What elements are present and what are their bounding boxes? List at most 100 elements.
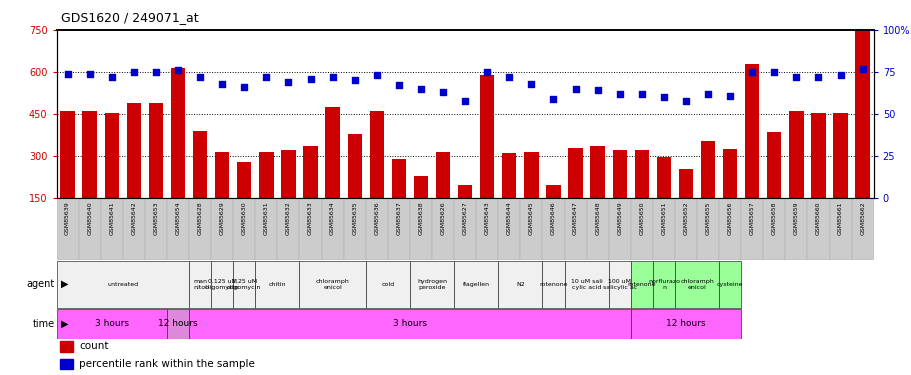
Text: GSM85637: GSM85637 <box>396 201 401 235</box>
Text: GSM85652: GSM85652 <box>682 201 688 235</box>
Bar <box>656 158 670 198</box>
Text: 3 hours: 3 hours <box>95 320 128 328</box>
Bar <box>457 185 472 198</box>
Bar <box>233 198 255 260</box>
Point <box>524 81 538 87</box>
Point <box>82 70 97 76</box>
Bar <box>322 198 343 260</box>
Bar <box>60 359 73 369</box>
Bar <box>211 198 233 260</box>
Bar <box>56 309 167 339</box>
Text: 12 hours: 12 hours <box>665 320 705 328</box>
Text: GSM85646: GSM85646 <box>550 201 556 235</box>
Bar <box>542 261 564 308</box>
Bar <box>502 153 516 198</box>
Text: ▶: ▶ <box>61 319 68 329</box>
Bar <box>369 111 384 198</box>
Bar <box>211 261 233 308</box>
Bar <box>855 28 869 198</box>
Bar <box>630 198 652 260</box>
Bar <box>784 198 806 260</box>
Bar <box>347 134 362 198</box>
Text: chloramph
enicol: chloramph enicol <box>315 279 349 290</box>
Bar <box>497 261 542 308</box>
Text: GSM85635: GSM85635 <box>352 201 357 235</box>
Bar <box>56 261 189 308</box>
Text: GSM85657: GSM85657 <box>749 201 754 235</box>
Bar <box>193 131 207 198</box>
Text: GSM85645: GSM85645 <box>528 201 533 235</box>
Bar <box>82 111 97 198</box>
Bar <box>612 150 626 198</box>
Bar <box>652 261 674 308</box>
Bar <box>365 198 387 260</box>
Text: GSM85662: GSM85662 <box>859 201 865 235</box>
Text: 3 hours: 3 hours <box>393 320 426 328</box>
Text: 0.125 uM
oligomycin: 0.125 uM oligomycin <box>205 279 239 290</box>
Bar <box>589 146 604 198</box>
Point <box>501 74 516 80</box>
Bar <box>299 261 365 308</box>
Bar <box>167 198 189 260</box>
Bar <box>277 198 299 260</box>
Text: agent: agent <box>26 279 55 289</box>
Bar <box>435 152 450 198</box>
Bar <box>215 152 229 198</box>
Bar <box>56 198 78 260</box>
Bar <box>255 261 299 308</box>
Bar <box>696 198 718 260</box>
Text: cysteine: cysteine <box>716 282 742 287</box>
Point <box>612 91 627 97</box>
Bar <box>744 64 759 198</box>
Bar <box>476 198 497 260</box>
Text: count: count <box>79 341 108 351</box>
Bar <box>145 198 167 260</box>
Text: GSM85653: GSM85653 <box>153 201 159 235</box>
Bar <box>414 176 427 198</box>
Bar <box>763 198 784 260</box>
Bar <box>325 107 340 198</box>
Bar <box>811 112 824 198</box>
Text: GSM85649: GSM85649 <box>617 201 621 235</box>
Text: GSM85659: GSM85659 <box>793 201 798 235</box>
Text: man
nitol: man nitol <box>193 279 207 290</box>
Point <box>722 93 737 99</box>
Bar <box>60 111 75 198</box>
Point <box>700 91 714 97</box>
Bar <box>497 198 520 260</box>
Bar <box>60 341 73 352</box>
Text: GSM85658: GSM85658 <box>771 201 776 235</box>
Bar <box>454 198 476 260</box>
Bar <box>343 198 365 260</box>
Bar <box>718 261 741 308</box>
Text: flagellen: flagellen <box>462 282 489 287</box>
Text: GSM85656: GSM85656 <box>727 201 732 235</box>
Bar <box>851 198 873 260</box>
Bar <box>387 198 409 260</box>
Bar <box>829 198 851 260</box>
Point <box>391 82 405 88</box>
Bar <box>634 150 649 198</box>
Bar <box>78 198 100 260</box>
Bar <box>233 261 255 308</box>
Bar <box>255 198 277 260</box>
Point <box>302 76 317 82</box>
Bar <box>608 198 630 260</box>
Text: N2: N2 <box>516 282 524 287</box>
Text: GDS1620 / 249071_at: GDS1620 / 249071_at <box>61 11 199 24</box>
Point <box>192 74 207 80</box>
Bar <box>148 103 163 198</box>
Text: 12 hours: 12 hours <box>158 320 198 328</box>
Bar <box>170 68 185 198</box>
Point <box>170 68 185 74</box>
Point <box>105 74 119 80</box>
Text: ▶: ▶ <box>61 279 68 289</box>
Point <box>259 74 273 80</box>
Text: percentile rank within the sample: percentile rank within the sample <box>79 359 254 369</box>
Point <box>568 86 582 92</box>
Bar <box>741 198 763 260</box>
Text: chloramph
enicol: chloramph enicol <box>680 279 713 290</box>
Text: cold: cold <box>381 282 394 287</box>
Bar <box>281 150 295 198</box>
Bar <box>167 309 189 339</box>
